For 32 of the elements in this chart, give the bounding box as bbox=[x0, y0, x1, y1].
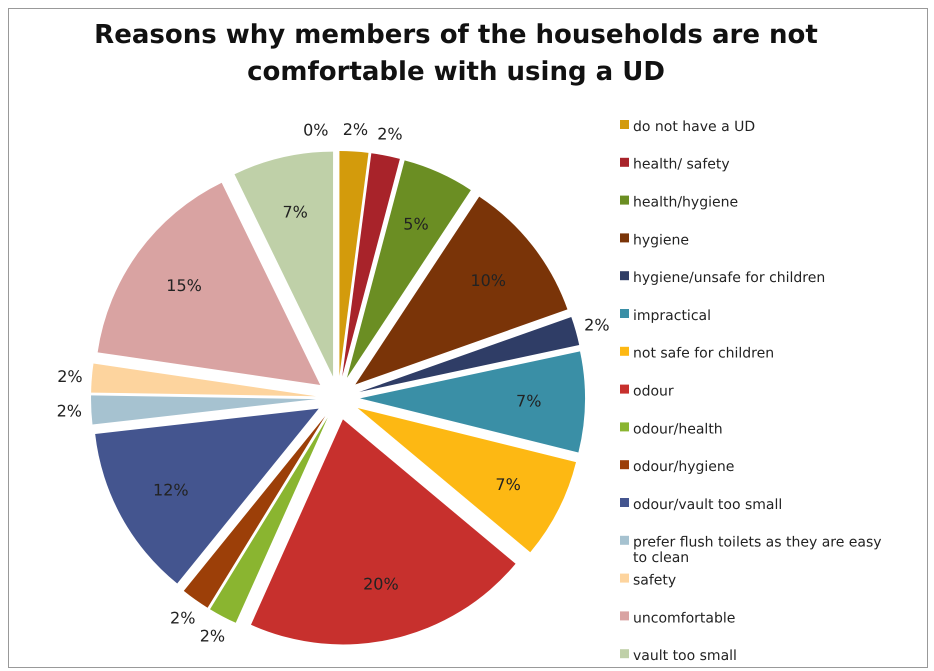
data-label: 2% bbox=[200, 626, 226, 646]
legend-label: odour/hygiene bbox=[633, 459, 734, 476]
legend-label: hygiene/unsafe for children bbox=[633, 270, 826, 286]
legend-label: prefer flush toilets as they are easy to clean bbox=[633, 534, 882, 566]
legend-label: not safe for children bbox=[633, 346, 774, 362]
legend-label: health/ safety bbox=[633, 156, 730, 173]
data-label: 7% bbox=[495, 474, 521, 494]
legend-label: uncomfortable bbox=[633, 610, 736, 626]
data-label: 7% bbox=[516, 392, 542, 411]
data-label: 2% bbox=[170, 608, 196, 628]
legend-label: hygiene bbox=[633, 232, 690, 248]
legend-label: vault too small bbox=[633, 648, 737, 664]
data-label: 20% bbox=[363, 574, 399, 594]
legend-label: odour/health bbox=[633, 421, 723, 438]
data-label: 2% bbox=[342, 120, 368, 140]
data-label: 12% bbox=[153, 480, 189, 500]
legend-label: safety bbox=[633, 572, 676, 588]
data-label: 2% bbox=[57, 366, 83, 386]
data-label: 2% bbox=[56, 402, 82, 421]
text: 0% bbox=[303, 120, 328, 140]
legend-label: do not have a UD bbox=[633, 118, 756, 135]
legend-label: odour/vault too small bbox=[633, 496, 782, 513]
data-label: 7% bbox=[282, 202, 308, 222]
data-label: 2% bbox=[584, 315, 610, 334]
data-label: 5% bbox=[403, 214, 429, 234]
data-label: 10% bbox=[470, 271, 506, 290]
data-label: 2% bbox=[377, 124, 403, 144]
data-label: 15% bbox=[166, 276, 202, 295]
legend-label: health/hygiene bbox=[633, 194, 738, 210]
chart-title: Reasons why members of the households are not comfortable with using a UD bbox=[94, 20, 818, 87]
legend-label: impractical bbox=[633, 308, 711, 324]
legend-label: odour bbox=[633, 384, 674, 400]
